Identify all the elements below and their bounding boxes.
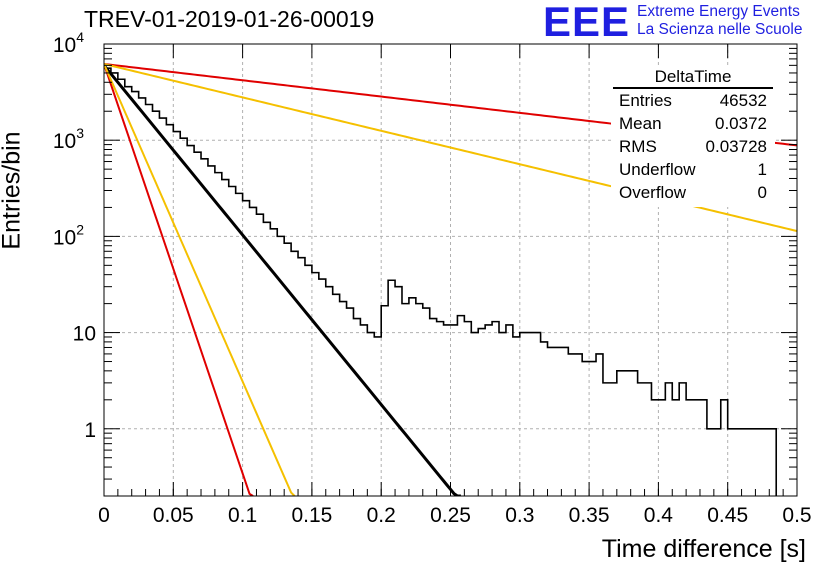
y-tick-label: 104 — [53, 29, 84, 57]
stats-value: 0 — [757, 183, 767, 202]
y-tick-label: 102 — [53, 221, 84, 249]
x-tick-label: 0.5 — [782, 504, 811, 527]
y-axis-label: Entries/bin — [0, 131, 26, 250]
histogram-series — [104, 67, 778, 496]
stats-row: Underflow 1 — [611, 158, 775, 181]
stats-value: 0.0372 — [715, 114, 767, 133]
y-tick-label: 10 — [73, 323, 96, 346]
fit-line-yellow-fast — [104, 63, 296, 496]
y-tick-label: 103 — [53, 125, 84, 153]
stats-value: 1 — [757, 160, 767, 179]
stats-label: RMS — [619, 137, 657, 156]
x-tick-label: 0.4 — [644, 504, 674, 527]
stats-row: RMS 0.03728 — [611, 135, 775, 158]
stats-label: Overflow — [619, 183, 687, 202]
x-tick-label: 0.2 — [367, 504, 396, 527]
stats-row: Overflow 0 — [611, 181, 775, 204]
logo-caption-line2: La Scienza nelle Scuole — [637, 21, 803, 38]
fit-line-fit — [104, 64, 461, 496]
x-tick-label: 0.15 — [291, 504, 332, 527]
stats-label: Mean — [619, 114, 662, 133]
stats-box: DeltaTime Entries 46532 Mean 0.0372 RMS … — [611, 67, 775, 207]
x-tick-label: 0.3 — [505, 504, 534, 527]
chart-title: TREV-01-2019-01-26-00019 — [84, 6, 375, 32]
stats-row: Mean 0.0372 — [611, 112, 775, 135]
eee-logo: EEE — [543, 0, 631, 45]
x-tick-label: 0.35 — [569, 504, 610, 527]
logo-caption: Extreme Energy Events La Scienza nelle S… — [637, 3, 802, 39]
x-tick-label: 0.05 — [153, 504, 194, 527]
x-tick-label: 0.1 — [228, 504, 257, 527]
stats-value: 46532 — [719, 91, 767, 110]
stats-label: Entries — [619, 91, 672, 110]
stats-title: DeltaTime — [613, 67, 773, 89]
x-axis-label: Time difference [s] — [601, 535, 806, 563]
logo-caption-line1: Extreme Energy Events — [637, 3, 800, 20]
stats-row: Entries 46532 — [611, 89, 775, 112]
stats-value: 0.03728 — [705, 137, 767, 156]
fit-line-red-fast — [104, 63, 254, 496]
x-tick-label: 0.25 — [430, 504, 471, 527]
stats-label: Underflow — [619, 160, 696, 179]
y-tick-label: 1 — [84, 419, 96, 442]
x-tick-label: 0 — [98, 504, 110, 527]
x-tick-label: 0.45 — [707, 504, 748, 527]
